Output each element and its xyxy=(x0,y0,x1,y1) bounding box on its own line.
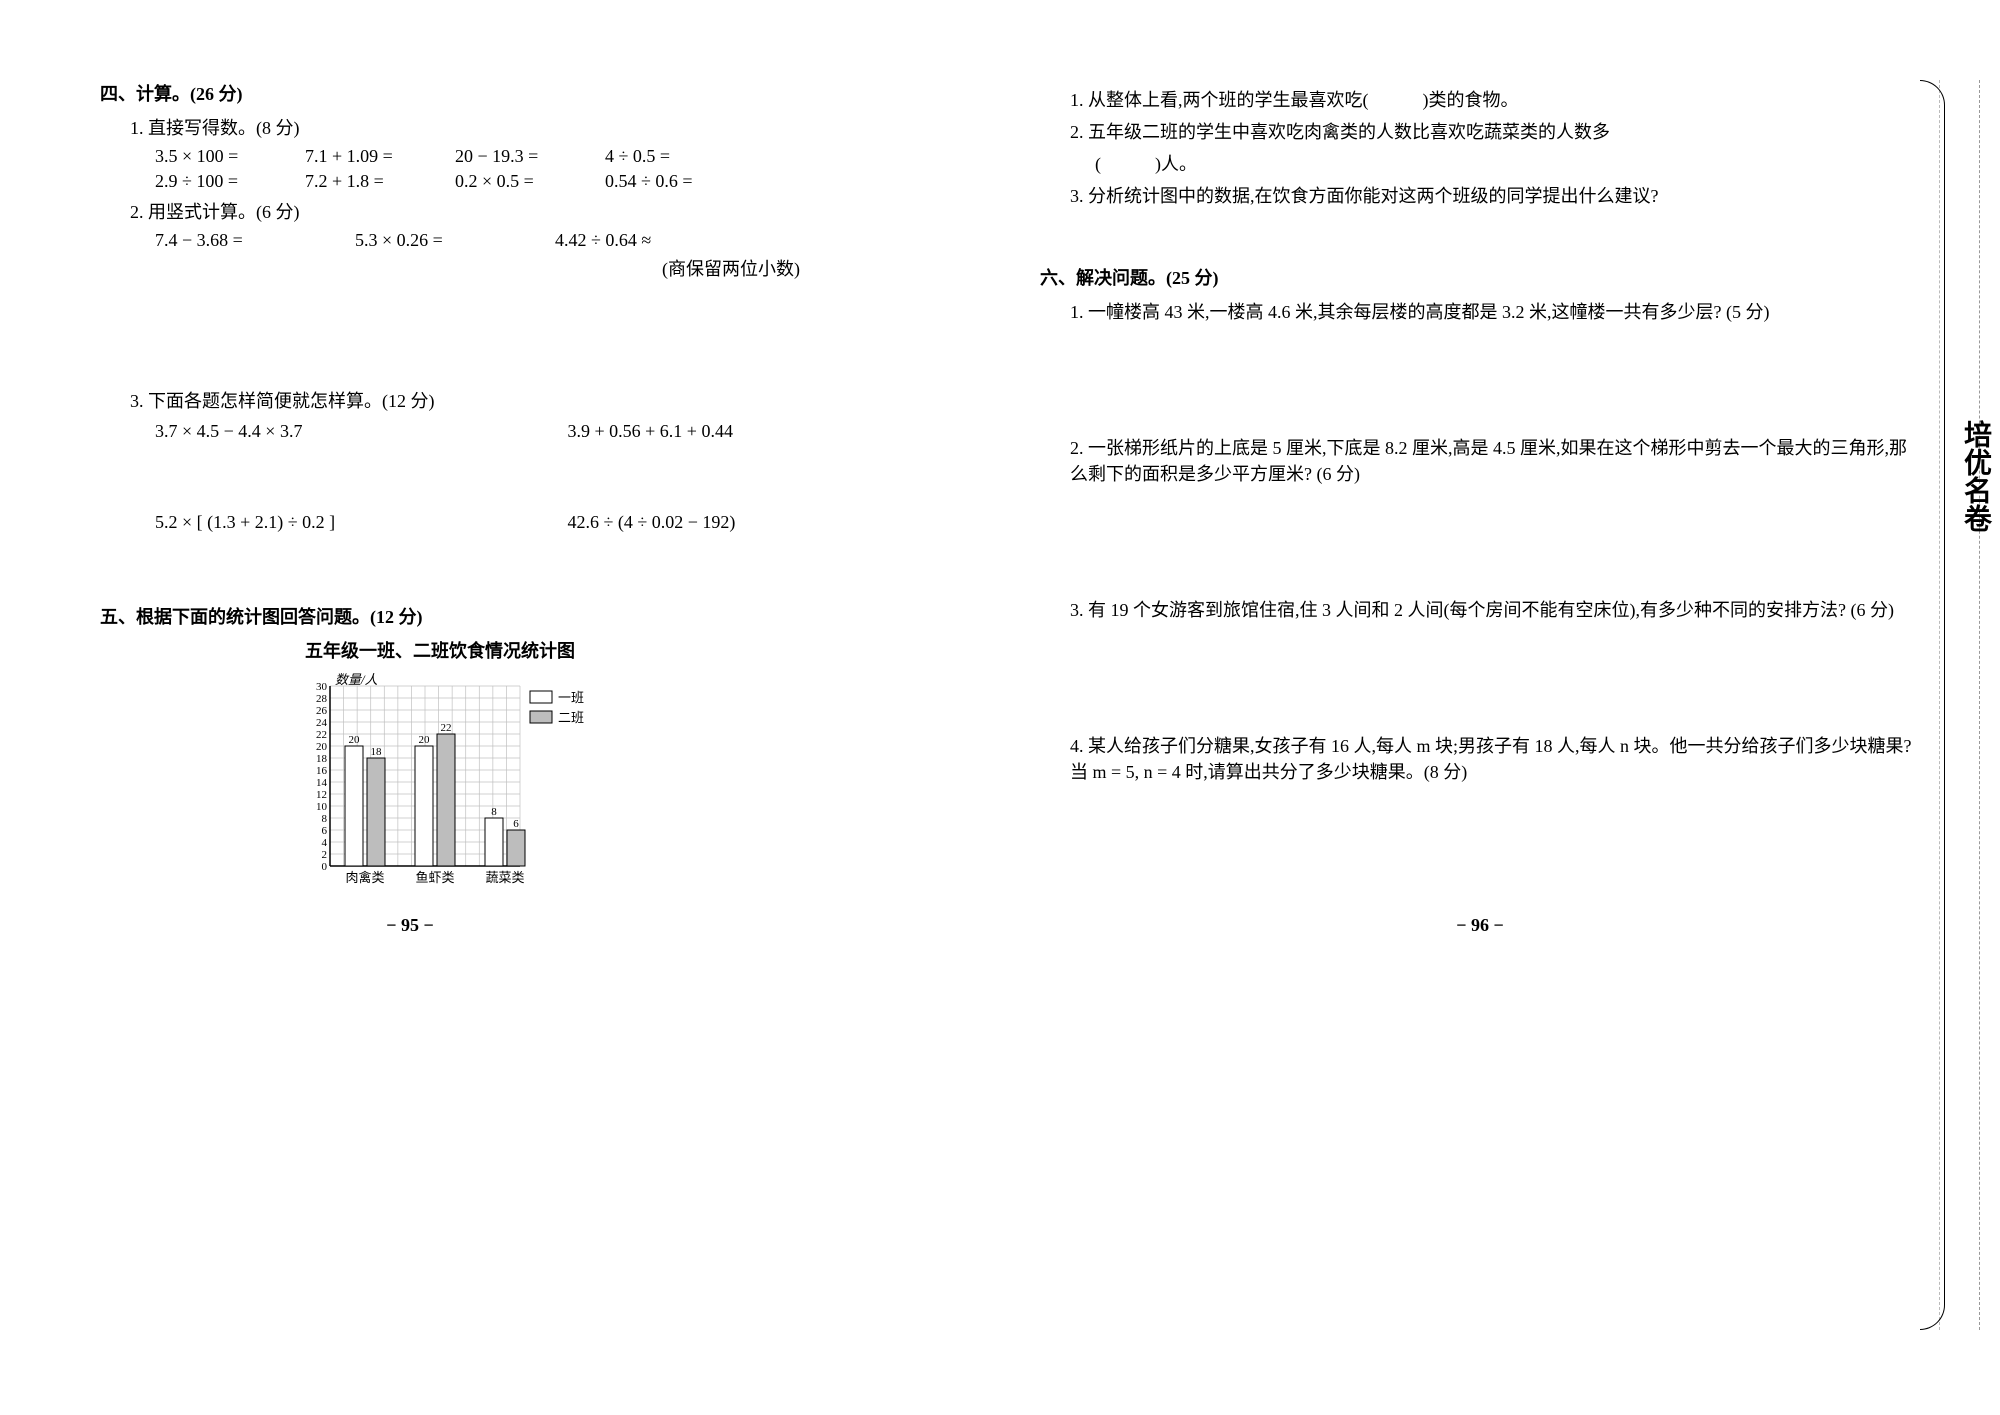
page-number-right: − 96 − xyxy=(1040,915,1920,936)
svg-text:蔬菜类: 蔬菜类 xyxy=(485,870,524,885)
svg-text:6: 6 xyxy=(513,818,519,830)
calc-item: 3.5 × 100 = xyxy=(155,146,305,167)
calc-row-2: 2.9 ÷ 100 = 7.2 + 1.8 = 0.2 × 0.5 = 0.54… xyxy=(100,171,980,192)
s6-q4: 4. 某人给孩子们分糖果,女孩子有 16 人,每人 m 块;男孩子有 18 人,… xyxy=(1040,732,1920,784)
svg-text:20: 20 xyxy=(316,741,328,753)
calc-item: 7.4 − 3.68 = xyxy=(155,230,355,251)
q4-1-label: 1. 直接写得数。(8 分) xyxy=(100,114,980,140)
svg-text:16: 16 xyxy=(316,765,328,777)
svg-text:8: 8 xyxy=(491,806,497,818)
expr: 3.7 × 4.5 − 4.4 × 3.7 xyxy=(155,421,568,442)
svg-text:0: 0 xyxy=(322,861,328,873)
expr: 5.2 × [ (1.3 + 2.1) ÷ 0.2 ] xyxy=(155,512,568,533)
margin-bracket xyxy=(1920,80,1945,1330)
svg-text:2: 2 xyxy=(322,849,328,861)
expr: 3.9 + 0.56 + 6.1 + 0.44 xyxy=(568,421,981,442)
svg-text:30: 30 xyxy=(316,681,328,693)
svg-text:20: 20 xyxy=(419,734,431,746)
calc-item: 5.3 × 0.26 = xyxy=(355,230,555,251)
right-page: 1. 从整体上看,两个班的学生最喜欢吃( )类的食物。 2. 五年级二班的学生中… xyxy=(1040,80,1920,906)
svg-text:22: 22 xyxy=(316,729,327,741)
section-4-title: 四、计算。(26 分) xyxy=(100,80,980,106)
simplify-row-b: 5.2 × [ (1.3 + 2.1) ÷ 0.2 ] 42.6 ÷ (4 ÷ … xyxy=(100,512,980,533)
svg-text:肉禽类: 肉禽类 xyxy=(345,870,384,885)
s5-q3: 3. 分析统计图中的数据,在饮食方面你能对这两个班级的同学提出什么建议? xyxy=(1040,182,1920,208)
svg-text:12: 12 xyxy=(316,789,327,801)
svg-text:20: 20 xyxy=(349,734,361,746)
calc-item: 4 ÷ 0.5 = xyxy=(605,146,755,167)
left-page: 四、计算。(26 分) 1. 直接写得数。(8 分) 3.5 × 100 = 7… xyxy=(100,80,980,906)
calc-item: 7.1 + 1.09 = xyxy=(305,146,455,167)
calc-item: 7.2 + 1.8 = xyxy=(305,171,455,192)
svg-text:鱼虾类: 鱼虾类 xyxy=(415,870,454,885)
s6-q2: 2. 一张梯形纸片的上底是 5 厘米,下底是 8.2 厘米,高是 4.5 厘米,… xyxy=(1040,434,1920,486)
bar-chart: 数量/人0246810121416182022242628302018肉禽类20… xyxy=(100,671,980,906)
calc-item: 2.9 ÷ 100 = xyxy=(155,171,305,192)
svg-text:10: 10 xyxy=(316,801,328,813)
calc-item: 4.42 ÷ 0.64 ≈ xyxy=(555,230,755,251)
q4-3-label: 3. 下面各题怎样简便就怎样算。(12 分) xyxy=(100,387,980,413)
s5-q2a: 2. 五年级二班的学生中喜欢吃肉禽类的人数比喜欢吃蔬菜类的人数多 xyxy=(1040,118,1920,144)
calc-item: 20 − 19.3 = xyxy=(455,146,605,167)
s6-q1: 1. 一幢楼高 43 米,一楼高 4.6 米,其余每层楼的高度都是 3.2 米,… xyxy=(1040,298,1920,324)
svg-text:8: 8 xyxy=(322,813,328,825)
svg-text:一班: 一班 xyxy=(558,690,584,705)
svg-text:6: 6 xyxy=(322,825,328,837)
chart-title: 五年级一班、二班饮食情况统计图 xyxy=(100,637,980,663)
svg-text:14: 14 xyxy=(316,777,328,789)
page-number-left: − 95 − xyxy=(100,915,980,936)
expr: 42.6 ÷ (4 ÷ 0.02 − 192) xyxy=(568,512,981,533)
q4-2-label: 2. 用竖式计算。(6 分) xyxy=(100,198,980,224)
svg-text:二班: 二班 xyxy=(558,710,584,725)
rounding-note: (商保留两位小数) xyxy=(100,255,980,281)
s5-q2b: ( )人。 xyxy=(1040,150,1920,176)
book-logo: 培优名卷 xyxy=(1955,420,1995,532)
svg-text:4: 4 xyxy=(322,837,328,849)
calc-row-1: 3.5 × 100 = 7.1 + 1.09 = 20 − 19.3 = 4 ÷… xyxy=(100,146,980,167)
margin-dashed-line xyxy=(1979,80,1980,1330)
calc-item: 0.2 × 0.5 = xyxy=(455,171,605,192)
s5-q1: 1. 从整体上看,两个班的学生最喜欢吃( )类的食物。 xyxy=(1040,86,1920,112)
svg-text:数量/人: 数量/人 xyxy=(335,672,378,687)
svg-text:18: 18 xyxy=(316,753,328,765)
s6-q3: 3. 有 19 个女游客到旅馆住宿,住 3 人间和 2 人间(每个房间不能有空床… xyxy=(1040,596,1920,622)
svg-text:28: 28 xyxy=(316,693,328,705)
svg-text:26: 26 xyxy=(316,705,328,717)
vertical-calc-row: 7.4 − 3.68 = 5.3 × 0.26 = 4.42 ÷ 0.64 ≈ xyxy=(100,230,980,251)
simplify-row-a: 3.7 × 4.5 − 4.4 × 3.7 3.9 + 0.56 + 6.1 +… xyxy=(100,421,980,442)
svg-text:24: 24 xyxy=(316,717,328,729)
svg-text:22: 22 xyxy=(441,722,452,734)
section-6-title: 六、解决问题。(25 分) xyxy=(1040,264,1920,290)
section-5-title: 五、根据下面的统计图回答问题。(12 分) xyxy=(100,603,980,629)
calc-item: 0.54 ÷ 0.6 = xyxy=(605,171,755,192)
svg-text:18: 18 xyxy=(371,746,383,758)
